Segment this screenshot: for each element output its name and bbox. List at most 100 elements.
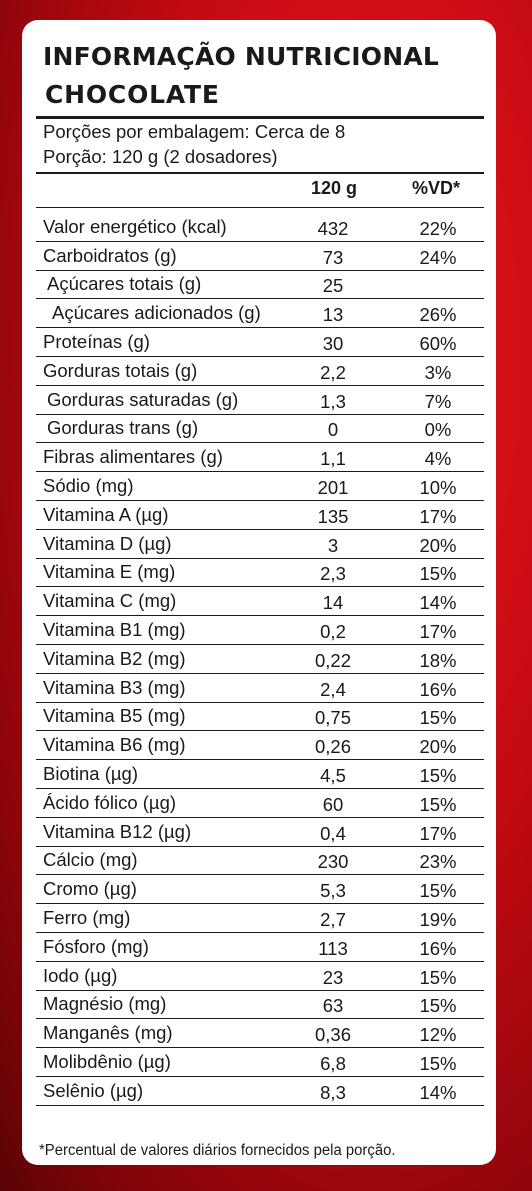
nutrient-name: Vitamina A (µg) <box>43 503 169 525</box>
nutrient-daily-value: 17% <box>419 620 457 642</box>
nutrient-daily-value: 16% <box>419 678 457 700</box>
nutrient-amount: 230 <box>317 851 349 873</box>
nutrient-row: Vitamina B3 (mg) 2,4 16% <box>36 674 484 703</box>
nutrient-row: Açúcares adicionados (g) 13 26% <box>36 299 484 329</box>
nutrient-row: Valor energético (kcal) 432 22% <box>36 213 484 242</box>
nutrient-daily-value: 14% <box>419 1081 457 1103</box>
nutrient-daily-value: 14% <box>419 592 457 614</box>
nutrient-amount: 0,2 <box>320 620 346 642</box>
nutrient-daily-value: 15% <box>419 764 457 786</box>
nutrient-name: Magnésio (mg) <box>43 993 167 1015</box>
nutrient-amount: 0,36 <box>314 1024 352 1046</box>
nutrient-amount: 201 <box>317 476 349 498</box>
nutrient-row: Ferro (mg) 2,7 19% <box>36 904 484 933</box>
nutrient-amount: 0,4 <box>320 822 346 844</box>
nutrient-row: Carboidratos (g) 73 24% <box>36 242 484 271</box>
nutrient-row: Vitamina B1 (mg) 0,2 17% <box>36 616 484 645</box>
nutrient-daily-value: 24% <box>419 246 457 268</box>
nutrient-name: Vitamina B2 (mg) <box>43 647 186 669</box>
nutrient-row: Manganês (mg) 0,36 12% <box>36 1019 484 1049</box>
nutrient-amount: 60 <box>322 793 344 815</box>
nutrient-row: Ácido fólico (µg) 60 15% <box>36 789 484 818</box>
nutrient-daily-value: 12% <box>419 1024 457 1046</box>
nutrient-name: Carboidratos (g) <box>43 244 177 266</box>
nutrient-name: Ácido fólico (µg) <box>43 791 177 813</box>
nutrient-name: Selênio (µg) <box>43 1079 144 1101</box>
nutrient-amount: 1,1 <box>320 448 346 470</box>
nutrient-name: Açúcares adicionados (g) <box>52 302 261 324</box>
nutrient-name: Açúcares totais (g) <box>47 273 202 295</box>
nutrient-daily-value: 20% <box>419 736 457 758</box>
nutrient-amount: 4,5 <box>320 764 346 786</box>
nutrient-daily-value: 17% <box>419 505 457 527</box>
nutrient-daily-value: 4% <box>424 448 452 470</box>
nutrient-daily-value: 0% <box>424 419 452 441</box>
nutrient-amount: 73 <box>322 246 344 268</box>
footnote: *Percentual de valores diários fornecido… <box>39 1142 396 1159</box>
nutrient-name: Ferro (mg) <box>43 906 131 928</box>
nutrient-amount: 2,7 <box>320 908 346 930</box>
nutrient-daily-value: 15% <box>419 563 457 585</box>
nutrient-name: Vitamina B1 (mg) <box>43 618 186 640</box>
nutrient-amount: 3 <box>327 534 339 556</box>
servings-per-package: Porções por embalagem: Cerca de 8 <box>43 121 346 142</box>
nutrient-amount: 1,3 <box>320 390 346 412</box>
nutrient-daily-value: 22% <box>419 217 457 239</box>
nutrient-amount: 63 <box>322 995 344 1017</box>
nutrient-amount: 14 <box>322 592 344 614</box>
nutrient-name: Fibras alimentares (g) <box>43 446 223 468</box>
column-header-amount: 120 g <box>310 178 358 198</box>
nutrient-amount: 2,3 <box>320 563 346 585</box>
nutrient-amount: 30 <box>322 332 344 354</box>
nutrient-row: Magnésio (mg) 63 15% <box>36 991 484 1020</box>
nutrient-name: Iodo (µg) <box>43 964 118 986</box>
nutrient-amount: 23 <box>322 966 344 988</box>
label-title: INFORMAÇÃO NUTRICIONAL <box>43 42 440 71</box>
nutrient-row: Iodo (µg) 23 15% <box>36 962 484 991</box>
nutrient-name: Molibdênio (µg) <box>43 1050 171 1072</box>
nutrient-amount: 113 <box>318 937 348 959</box>
nutrient-daily-value: 18% <box>419 649 457 671</box>
nutrient-name: Gorduras trans (g) <box>47 417 199 439</box>
divider-columns <box>36 207 484 208</box>
nutrient-daily-value: 15% <box>419 1052 457 1074</box>
divider-header <box>36 172 484 174</box>
nutrient-name: Vitamina E (mg) <box>43 561 176 583</box>
nutrient-name: Vitamina D (µg) <box>43 532 172 554</box>
nutrient-name: Gorduras saturadas (g) <box>47 388 239 410</box>
nutrient-row: Cálcio (mg) 230 23% <box>36 847 484 876</box>
nutrient-name: Cálcio (mg) <box>43 849 138 871</box>
nutrient-name: Sódio (mg) <box>43 474 134 496</box>
nutrient-name: Biotina (µg) <box>43 762 138 784</box>
nutrient-name: Fósforo (mg) <box>43 935 149 957</box>
nutrient-daily-value: 23% <box>419 851 457 873</box>
nutrient-row: Proteínas (g) 30 60% <box>36 328 484 357</box>
nutrient-row: Fósforo (mg) 113 16% <box>36 933 484 962</box>
nutrient-name: Vitamina B5 (mg) <box>43 705 186 727</box>
nutrient-amount: 0 <box>327 419 339 441</box>
nutrient-row: Selênio (µg) 8,3 14% <box>36 1077 484 1106</box>
nutrient-table: Valor energético (kcal) 432 22% Carboidrato… <box>36 213 484 1106</box>
nutrient-name: Gorduras totais (g) <box>43 359 198 381</box>
nutrient-row: Molibdênio (µg) 6,8 15% <box>36 1048 484 1077</box>
nutrient-amount: 0,75 <box>314 707 352 729</box>
nutrient-row: Cromo (µg) 5,3 15% <box>36 875 484 905</box>
nutrient-daily-value: 15% <box>419 995 457 1017</box>
nutrient-name: Proteínas (g) <box>43 330 150 352</box>
nutrient-daily-value: 19% <box>419 908 457 930</box>
nutrient-name: Vitamina C (mg) <box>43 590 177 612</box>
nutrient-amount: 2,4 <box>320 678 346 700</box>
nutrient-daily-value: 3% <box>424 361 452 383</box>
nutrient-daily-value: 26% <box>419 304 457 326</box>
nutrient-daily-value: 15% <box>419 880 457 902</box>
nutrient-daily-value: 15% <box>419 707 457 729</box>
nutrient-daily-value: 20% <box>419 534 457 556</box>
nutrient-row: Vitamina B6 (mg) 0,26 20% <box>36 731 484 761</box>
nutrient-amount: 432 <box>317 217 349 239</box>
nutrient-name: Manganês (mg) <box>43 1022 173 1044</box>
nutrient-daily-value: 17% <box>419 822 457 844</box>
nutrient-daily-value: 15% <box>419 793 457 815</box>
nutrient-daily-value: 15% <box>419 966 457 988</box>
nutrient-row: Vitamina D (µg) 3 20% <box>36 530 484 559</box>
nutrition-facts-panel: INFORMAÇÃO NUTRICIONAL CHOCOLATE Porções… <box>22 20 496 1165</box>
